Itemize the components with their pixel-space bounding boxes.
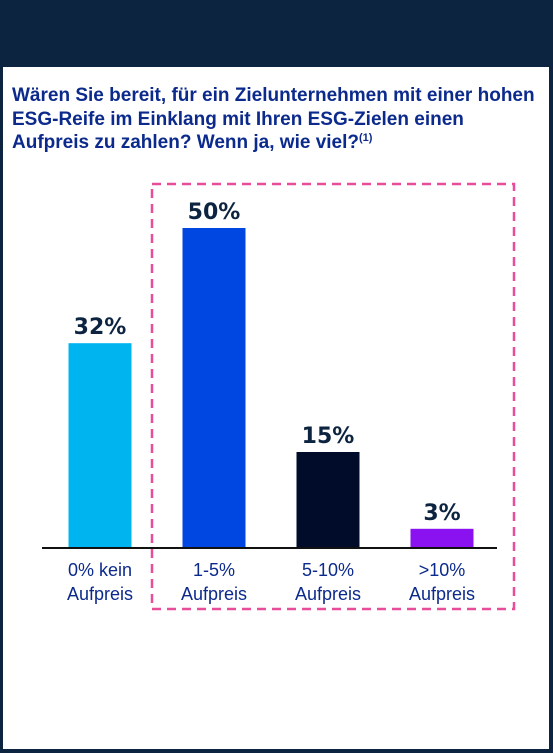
value-label-0-kein-aufpreis: 32%: [74, 315, 127, 340]
value-label-1-5-aufpreis: 50%: [188, 200, 241, 225]
category-label-line: Aufpreis: [295, 584, 361, 604]
bar-5-10-aufpreis: [296, 452, 360, 548]
category-label-line: Aufpreis: [409, 584, 475, 604]
bar-10-aufpreis: [410, 528, 474, 548]
category-label-line: 1-5%: [193, 560, 235, 580]
category-label-1-5-aufpreis: 1-5% Aufpreis: [181, 560, 247, 604]
footnote-marker: (1): [359, 132, 373, 144]
category-label-5-10-aufpreis: 5-10% Aufpreis: [295, 560, 361, 604]
header-band: [0, 0, 553, 67]
category-label-line: 5-10%: [302, 560, 354, 580]
chart-title: Wären Sie bereit, für ein Zielunternehme…: [12, 84, 542, 155]
category-label-0-kein-aufpreis: 0% kein Aufpreis: [67, 560, 133, 604]
category-label-10-aufpreis: >10% Aufpreis: [409, 560, 475, 604]
bar-0-kein-aufpreis: [68, 343, 132, 548]
category-label-line: Aufpreis: [181, 584, 247, 604]
value-label-10-aufpreis: 3%: [423, 501, 460, 526]
value-label-5-10-aufpreis: 15%: [302, 424, 355, 449]
premium-highlight-box: [150, 182, 516, 611]
chart-title-text: Wären Sie bereit, für ein Zielunternehme…: [12, 85, 535, 153]
bar-1-5-aufpreis: [182, 228, 246, 548]
category-label-line: >10%: [419, 560, 466, 580]
category-label-line: Aufpreis: [67, 584, 133, 604]
category-label-line: 0% kein: [68, 560, 132, 580]
